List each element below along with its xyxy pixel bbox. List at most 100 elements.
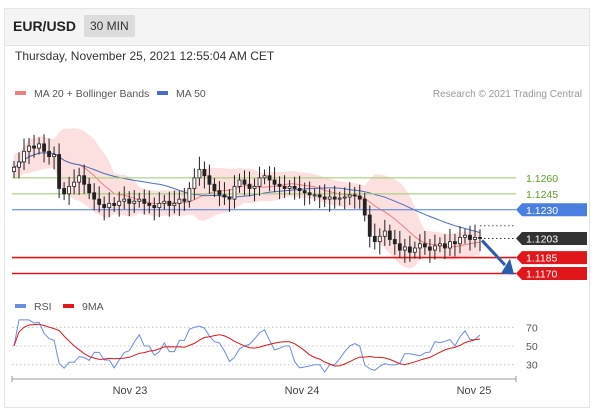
candle-body-68 [352, 194, 357, 197]
candle-body-54 [282, 185, 287, 189]
legend-swatch-1 [157, 91, 168, 95]
candle-body-75 [387, 230, 392, 240]
x-tick-label-1: Nov 24 [285, 385, 320, 397]
candle-body-74 [382, 230, 387, 237]
level-tag-2 [516, 203, 587, 217]
candle-body-39 [207, 175, 212, 185]
chart-header: EUR/USD 30 MIN [5, 9, 589, 46]
candle-body-16 [92, 192, 97, 200]
candle-body-43 [227, 196, 232, 200]
candle-body-81 [417, 243, 422, 249]
candle-body-6 [42, 143, 46, 152]
candle-body-32 [172, 202, 177, 206]
candle-body-22 [122, 198, 127, 202]
rsi-legend-swatch-1 [63, 304, 74, 308]
ma20-line [13, 152, 481, 248]
ma50-line [13, 152, 481, 234]
candle-body-46 [242, 179, 247, 185]
candle-body-30 [162, 200, 167, 204]
symbol-label: EUR/USD [13, 18, 77, 34]
candle-body-67 [347, 194, 352, 198]
legend-swatch-0 [15, 91, 26, 95]
level-tag-3 [516, 231, 587, 245]
candle-body-52 [272, 179, 277, 185]
candle-body-80 [412, 247, 417, 253]
candle-body-28 [152, 205, 157, 209]
x-tick-label-0: Nov 23 [113, 385, 148, 397]
candle-body-71 [367, 214, 372, 237]
candle-body-37 [197, 168, 202, 179]
candle-body-21 [117, 200, 122, 206]
level-tag-5 [516, 267, 587, 280]
candle-body-42 [222, 194, 227, 198]
candle-body-60 [312, 194, 317, 197]
candle-body-61 [317, 194, 322, 198]
candle-body-24 [132, 200, 137, 204]
candle-body-55 [287, 185, 292, 189]
rsi-legend-label-1: 9MA [82, 301, 104, 313]
candle-body-20 [112, 202, 117, 206]
rsi-level-label-1: 50 [526, 341, 538, 353]
candle-body-92 [473, 236, 477, 240]
legend-label-0: MA 20 + Bollinger Bands [34, 88, 149, 100]
candle-body-49 [257, 177, 262, 187]
candle-body-89 [458, 236, 462, 245]
level-tag-4 [516, 251, 587, 265]
level-label-1: 1.1245 [526, 189, 558, 201]
rsi-9ma-line [13, 323, 481, 367]
candle-body-25 [137, 198, 142, 202]
candle-body-13 [77, 175, 82, 183]
candle-body-58 [302, 190, 307, 194]
candle-body-35 [187, 188, 192, 202]
candle-body-53 [277, 183, 282, 187]
bollinger-band [14, 128, 480, 269]
candle-body-0 [12, 166, 16, 172]
candle-body-27 [147, 202, 152, 206]
rsi-level-label-0: 70 [526, 322, 538, 334]
level-label-3: 1.1203 [526, 233, 558, 245]
copyright-label: Research © 2021 Trading Central [433, 89, 582, 100]
candle-body-38 [202, 168, 207, 177]
candle-body-78 [402, 246, 407, 251]
candle-body-62 [322, 196, 327, 200]
timeframe-button[interactable]: 30 MIN [84, 15, 135, 37]
candle-body-40 [212, 183, 217, 192]
candle-body-47 [247, 183, 252, 189]
candle-body-26 [142, 198, 147, 204]
candle-body-66 [342, 196, 347, 199]
candle-body-51 [267, 175, 272, 181]
candle-body-41 [217, 190, 222, 196]
candle-body-7 [47, 150, 51, 158]
candle-body-70 [362, 198, 367, 216]
candle-body-44 [232, 185, 237, 200]
candle-body-11 [67, 185, 72, 195]
forecast-arrow-head [501, 258, 514, 275]
candle-body-88 [453, 241, 457, 245]
candle-body-57 [297, 188, 302, 192]
chart-datetime: Thursday, November 25, 2021 12:55:04 AM … [15, 49, 275, 63]
candle-body-48 [252, 185, 257, 189]
rsi-line [13, 319, 481, 373]
level-label-0: 1.1260 [526, 173, 558, 185]
candle-body-33 [177, 198, 182, 204]
candle-body-15 [87, 183, 92, 194]
candle-body-4 [32, 145, 36, 149]
candle-body-29 [157, 202, 162, 209]
candle-body-56 [292, 185, 297, 189]
forecast-arrow-shaft [480, 239, 507, 267]
candle-body-84 [432, 245, 437, 251]
candle-body-45 [237, 179, 242, 187]
x-tick-label-2: Nov 25 [457, 385, 492, 397]
candle-body-36 [192, 177, 197, 189]
legend-label-1: MA 50 [176, 88, 206, 100]
candle-body-73 [377, 235, 382, 243]
candle-body-90 [463, 234, 467, 238]
candle-body-2 [22, 150, 26, 163]
candle-body-63 [327, 196, 332, 200]
candle-body-77 [397, 243, 402, 251]
level-label-2: 1.1230 [526, 205, 558, 217]
candle-body-87 [448, 241, 452, 249]
level-label-4: 1.1185 [526, 253, 557, 265]
candle-body-85 [438, 243, 442, 247]
